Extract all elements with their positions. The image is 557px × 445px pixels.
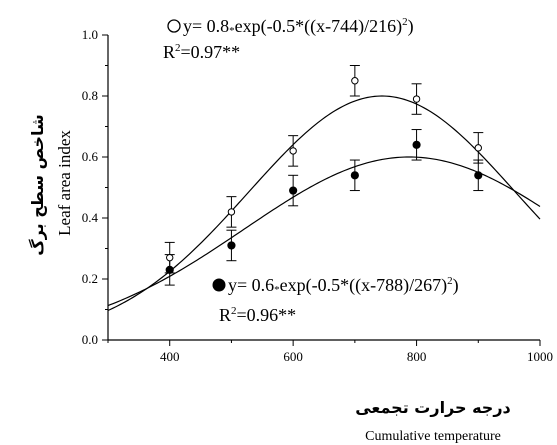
y-tick-label: 0.0: [82, 332, 98, 347]
y-tick-label: 0.2: [82, 271, 98, 286]
fit-curve-series-2: [107, 156, 541, 307]
data-point-series-2: [227, 241, 236, 250]
y-axis-label-persian: شاخص سطح برگ: [28, 114, 47, 255]
data-point-series-2: [289, 186, 298, 195]
x-axis-label: Cumulative temperature: [365, 429, 501, 444]
y-tick-label: 0.8: [82, 88, 98, 103]
series-1-r-squared: R2=0.97**: [163, 42, 240, 62]
data-point-series-2: [412, 140, 421, 149]
data-point-series-1: [166, 253, 174, 262]
x-axis-label-persian: درجه حرارت تجمعی: [355, 398, 511, 417]
series-2-r-squared: R2=0.96**: [219, 305, 296, 325]
x-tick-label: 400: [160, 349, 180, 364]
series-2-annotation: y= 0.6*exp(-0.5*((x-788)/267)2) R2=0.96*…: [212, 275, 459, 325]
axes: [102, 34, 541, 346]
data-point-series-1: [351, 77, 359, 85]
series-1-annotation: y= 0.8*exp(-0.5*((x-744)/216)2) R2=0.97*…: [163, 16, 414, 62]
fit-curve-series-1: [107, 95, 541, 312]
y-tick-label: 0.4: [82, 210, 99, 225]
series-1-equation: y= 0.8*exp(-0.5*((x-744)/216)2): [183, 16, 414, 37]
data-point-series-2: [350, 171, 359, 180]
x-tick-label: 600: [283, 349, 303, 364]
legend-open-circle-icon: [167, 19, 181, 33]
data-point-series-1: [474, 144, 482, 152]
legend-filled-circle-icon: [212, 278, 226, 292]
fit-curves: [107, 95, 541, 312]
data-points: [165, 77, 483, 274]
series-2-equation: y= 0.6*exp(-0.5*((x-788)/267)2): [228, 275, 459, 296]
data-point-series-2: [474, 171, 483, 180]
data-point-series-2: [165, 265, 174, 274]
error-bars: [164, 65, 484, 286]
y-axis-label: Leaf area index: [55, 130, 74, 236]
tick-labels: 400 600 800 1000 0.0 0.2 0.4 0.6 0.8 1.0: [82, 27, 553, 364]
x-tick-label: 800: [407, 349, 427, 364]
data-point-series-1: [289, 147, 297, 155]
x-tick-label: 1000: [527, 349, 553, 364]
y-tick-label: 0.6: [82, 149, 99, 164]
y-tick-label: 1.0: [82, 27, 98, 42]
data-point-series-1: [412, 95, 421, 103]
data-point-series-1: [227, 208, 236, 216]
